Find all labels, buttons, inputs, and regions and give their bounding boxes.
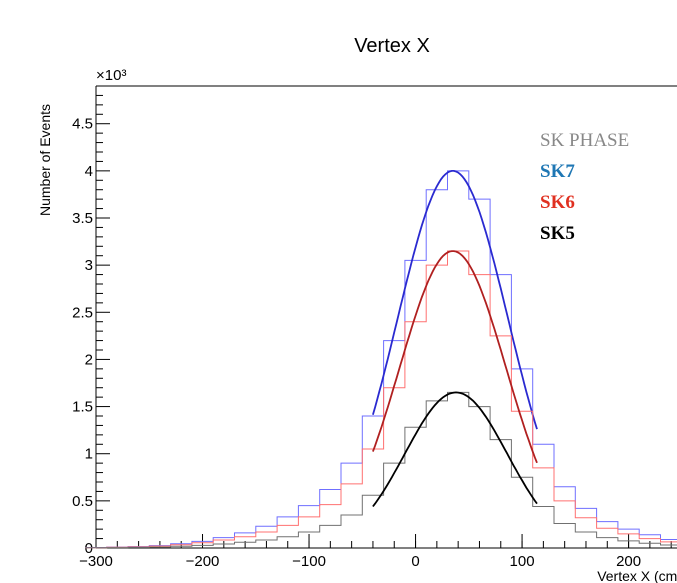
y-tick-label: 0.5: [72, 493, 93, 510]
fit-curve-sk5: [372, 391, 538, 508]
y-tick-label: 2: [85, 351, 93, 368]
x-tick-label: 0: [411, 553, 419, 570]
y-multiplier-label: ×10³: [96, 67, 126, 84]
x-axis-label: Vertex X (cm): [597, 568, 677, 583]
x-tick-label: −200: [186, 553, 220, 570]
x-tick-label: 100: [510, 553, 535, 570]
series-layer: [85, 170, 677, 549]
chart-title: Vertex X: [354, 35, 430, 57]
legend: SK PHASE SK7 SK6 SK5: [540, 130, 629, 244]
x-tick-label: 200: [616, 553, 641, 570]
y-tick-label: 2.5: [72, 304, 93, 321]
y-axis-label: Number of Events: [37, 104, 53, 216]
x-tick-label: −300: [79, 553, 113, 570]
y-tick-label: 1.5: [72, 399, 93, 416]
fit-curve-sk6: [372, 250, 538, 464]
histogram-sk6: [85, 250, 677, 549]
y-tick-label: 3: [85, 257, 93, 274]
legend-entry-sk6: SK6: [540, 192, 575, 213]
y-tick-label: 4: [85, 163, 93, 180]
x-axis-ticks: −300 −200 −100 0 100 200: [79, 534, 672, 570]
y-tick-label: 0: [85, 540, 93, 557]
plot-frame: [95, 85, 677, 549]
y-tick-label: 4.5: [72, 116, 93, 133]
legend-title: SK PHASE: [540, 130, 629, 151]
histogram-sk5: [85, 391, 677, 549]
y-axis-ticks: 0 0.5 1 1.5 2 2.5 3 3.5 4 4.5: [72, 94, 110, 557]
legend-entry-sk5: SK5: [540, 223, 575, 244]
histogram-sk7: [85, 170, 677, 548]
x-tick-label: −100: [292, 553, 326, 570]
y-tick-label: 3.5: [72, 210, 93, 227]
y-tick-label: 1: [85, 446, 93, 463]
fit-curve-sk7: [372, 170, 538, 430]
legend-entry-sk7: SK7: [540, 161, 575, 182]
